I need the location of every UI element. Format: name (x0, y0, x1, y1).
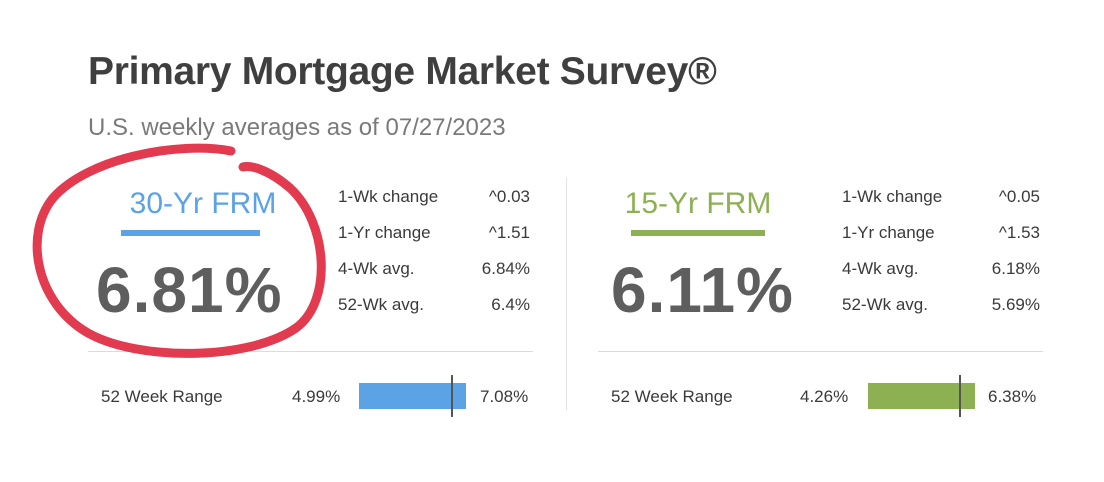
stat-label: 1-Yr change (338, 223, 431, 242)
product-underline (631, 230, 765, 236)
stat-label: 1-Wk change (338, 187, 439, 206)
page-title: Primary Mortgage Market Survey® (88, 50, 717, 93)
stat-label: 4-Wk avg. (338, 259, 415, 278)
range-label: 52 Week Range (611, 387, 733, 406)
stat-label: 4-Wk avg. (842, 259, 919, 278)
stat-label: 1-Yr change (842, 223, 935, 242)
range-current-marker (959, 375, 962, 417)
stat-value: ^1.53 (998, 223, 1040, 242)
stat-label: 52-Wk avg. (338, 295, 424, 314)
stat-value: ^1.51 (488, 223, 530, 242)
range-bar (868, 375, 975, 417)
range-row: 52 Week Range 4.26% 6.38% (598, 375, 1043, 417)
stat-label: 52-Wk avg. (842, 295, 928, 314)
current-rate: 6.81% (96, 254, 283, 326)
stats-list: 1-Wk change ^0.03 1-Yr change ^1.51 4-Wk… (338, 183, 530, 327)
current-rate: 6.11% (611, 254, 794, 326)
product-underline (121, 230, 260, 236)
product-card-30yr: 30-Yr FRM 6.81% 1-Wk change ^0.03 1-Yr c… (88, 175, 533, 425)
product-name: 30-Yr FRM (129, 187, 277, 220)
range-low: 4.99% (292, 387, 341, 406)
stat-row-4wk: 4-Wk avg. 6.18% (842, 255, 1040, 291)
stat-row-1yr: 1-Yr change ^1.53 (842, 219, 1040, 255)
stats-list: 1-Wk change ^0.05 1-Yr change ^1.53 4-Wk… (842, 183, 1040, 327)
stat-value: ^0.03 (488, 187, 530, 206)
stat-value: 6.84% (481, 259, 530, 278)
stat-row-1wk: 1-Wk change ^0.05 (842, 183, 1040, 219)
stat-row-52wk: 52-Wk avg. 6.4% (338, 291, 530, 327)
stat-row-1wk: 1-Wk change ^0.03 (338, 183, 530, 219)
stat-row-4wk: 4-Wk avg. 6.84% (338, 255, 530, 291)
range-high: 7.08% (480, 387, 529, 406)
product-name: 15-Yr FRM (624, 187, 772, 220)
stat-row-52wk: 52-Wk avg. 5.69% (842, 291, 1040, 327)
stat-value: 6.4% (491, 295, 530, 314)
page-subtitle: U.S. weekly averages as of 07/27/2023 (88, 114, 506, 141)
stat-row-1yr: 1-Yr change ^1.51 (338, 219, 530, 255)
range-bar (359, 375, 466, 417)
stat-value: ^0.05 (998, 187, 1040, 206)
range-low: 4.26% (800, 387, 849, 406)
panel-separator (566, 178, 567, 410)
divider (88, 351, 533, 352)
product-card-15yr: 15-Yr FRM 6.11% 1-Wk change ^0.05 1-Yr c… (598, 175, 1043, 425)
divider (598, 351, 1043, 352)
range-row: 52 Week Range 4.99% 7.08% (88, 375, 533, 417)
range-label: 52 Week Range (101, 387, 223, 406)
range-high: 6.38% (988, 387, 1037, 406)
stat-label: 1-Wk change (842, 187, 943, 206)
stat-value: 6.18% (991, 259, 1040, 278)
stat-value: 5.69% (991, 295, 1040, 314)
range-current-marker (451, 375, 454, 417)
